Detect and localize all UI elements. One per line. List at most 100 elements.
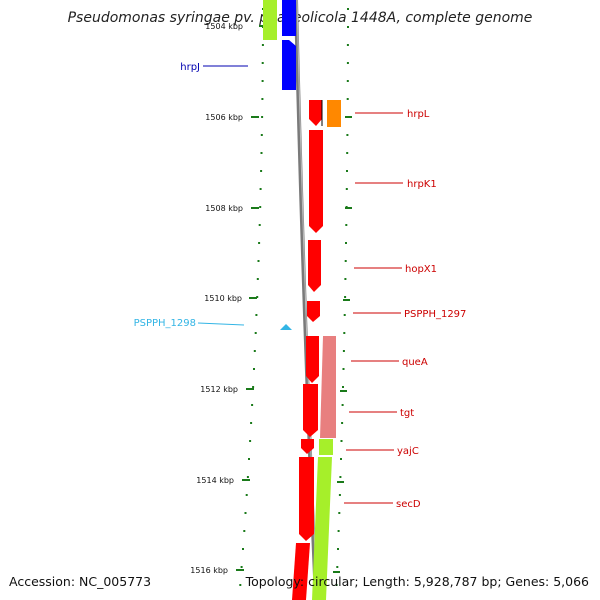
inner-track-dot (261, 116, 264, 118)
outer-track-dot (346, 44, 349, 46)
gene-arrow-tgt[interactable] (303, 384, 318, 437)
axis-tick-1510: 1510 kbp (204, 294, 257, 303)
outer-track-dot (341, 422, 344, 424)
outer-track-dot (336, 566, 339, 568)
gene-block-secD-lime[interactable] (312, 457, 332, 600)
axis-tick-label: 1516 kbp (190, 566, 228, 575)
axis-tick-label: 1504 kbp (205, 22, 243, 31)
outer-track-dot (346, 98, 349, 100)
outer-track-dot (338, 512, 341, 514)
outer-track-dot (335, 584, 338, 586)
axis-tick-1508: 1508 kbp (205, 204, 259, 213)
axis-tick-1514: 1514 kbp (196, 476, 250, 485)
outer-track-dot (345, 224, 348, 226)
inner-track-dot (250, 422, 253, 424)
outer-track-dot (345, 242, 347, 244)
axis-tick-1516: 1516 kbp (190, 566, 244, 575)
gene-arrow-red-bottom[interactable] (292, 543, 310, 600)
inner-track-dot (245, 494, 248, 496)
inner-track-dot (242, 548, 244, 550)
gene-label-yajC[interactable]: yajC (397, 446, 419, 457)
inner-track-dot (244, 512, 247, 514)
gene-label-PSPPH_1298[interactable]: PSPPH_1298 (134, 318, 196, 329)
gene-label-secD[interactable]: secD (396, 499, 421, 510)
genome-title: Pseudomonas syringae pv. phaseolicola 14… (67, 10, 533, 26)
outer-track-dot (344, 296, 347, 298)
outer-track-dot (346, 62, 349, 64)
axis-tick-label: 1514 kbp (196, 476, 234, 485)
outer-track-dot (342, 368, 345, 370)
gene-arrow-hrpJ[interactable] (282, 40, 296, 90)
gene-label-hrpJ[interactable]: hrpJ (180, 62, 200, 73)
outer-track-dot (346, 170, 348, 172)
gene-arrow-PSPPH_1297[interactable] (307, 301, 320, 322)
outer-track-dot (346, 152, 349, 154)
axis-tick-label: 1510 kbp (204, 294, 242, 303)
axis-tick-label: 1506 kbp (205, 113, 243, 122)
outer-track-dot (342, 350, 345, 352)
inner-track-dot (260, 170, 263, 172)
outer-track-dot (347, 8, 349, 10)
gene-label-hrpL[interactable]: hrpL (407, 109, 430, 120)
inner-track-dot (261, 44, 264, 46)
gene-arrow-hopX1[interactable] (308, 240, 321, 292)
inner-track-dot (246, 476, 249, 478)
axis-tick-1506: 1506 kbp (205, 113, 259, 122)
outer-track-dot (337, 530, 340, 532)
outer-track-dot (338, 494, 341, 496)
inner-track-dot (258, 224, 261, 226)
tick-dot-track (239, 8, 349, 586)
outer-track-dot (342, 386, 344, 388)
inner-track-dot (261, 80, 264, 82)
accession-text: Accession: NC_005773 (9, 574, 152, 589)
outer-track-dot (346, 80, 349, 82)
inner-track-dot (254, 332, 257, 334)
gene-label-PSPPH_1297[interactable]: PSPPH_1297 (404, 309, 466, 320)
inner-track-dot (253, 368, 255, 370)
inner-track-dot (243, 530, 246, 532)
outer-track-dot (343, 332, 346, 334)
gene-label-queA[interactable]: queA (402, 357, 428, 368)
outer-track-dot (340, 458, 342, 460)
inner-track-dot (253, 350, 256, 352)
gene-arrow-red-1[interactable] (309, 100, 322, 126)
gene-arrow-queA[interactable] (306, 336, 319, 383)
gene-label-hopX1[interactable]: hopX1 (405, 264, 437, 275)
gene-block-queA-light[interactable] (320, 336, 336, 438)
outer-track-dot (339, 476, 342, 478)
gene-marker-PSPPH_1298[interactable] (280, 324, 292, 330)
inner-track-dot (260, 152, 263, 154)
gene-block-yajC-lime[interactable] (319, 439, 333, 455)
gene-label-hrpK1[interactable]: hrpK1 (407, 179, 437, 190)
outer-track-ticks (333, 116, 352, 573)
outer-track-dot (344, 278, 347, 280)
outer-track-dot (347, 26, 349, 28)
inner-track-dot (256, 296, 259, 298)
outer-track-dot (346, 134, 349, 136)
inner-track-dot (260, 134, 263, 136)
axis-tick-1504: 1504 kbp (205, 22, 265, 31)
inner-track-dot (248, 458, 250, 460)
axis-tick-label: 1512 kbp (200, 385, 238, 394)
inner-track-dot (259, 206, 262, 208)
inner-track-dot (249, 440, 252, 442)
gene-label-tgt[interactable]: tgt (400, 408, 414, 419)
inner-track-dot (261, 62, 264, 64)
gene-arrow-hrpK1[interactable] (309, 130, 323, 233)
outer-track-dot (341, 404, 344, 406)
inner-track-dot (239, 584, 242, 586)
outer-track-dot (344, 260, 347, 262)
gene-block-lime-top[interactable] (263, 0, 277, 40)
gene-arrow-yajC[interactable] (301, 439, 314, 454)
gene-block-blue-top[interactable] (282, 0, 296, 36)
outer-track-dot (343, 314, 346, 316)
gene-arrow-secD[interactable] (299, 457, 314, 541)
leader-lines (197, 65, 403, 504)
gene-arrow-hrpL[interactable] (327, 100, 341, 127)
axis-tick-1512: 1512 kbp (200, 385, 254, 394)
topology-text: Topology: circular; Length: 5,928,787 bp… (245, 574, 589, 589)
inner-track-dot (251, 404, 254, 406)
inner-track-dot (240, 566, 243, 568)
